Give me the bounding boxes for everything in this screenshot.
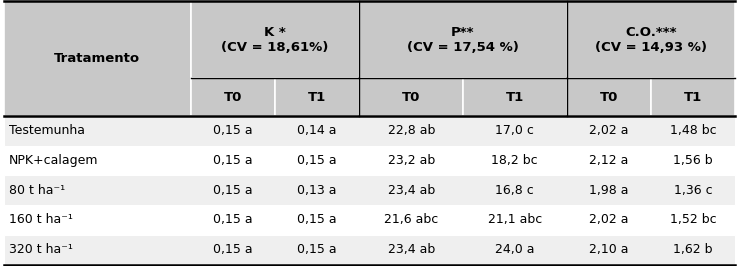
Text: 1,62 b: 1,62 b xyxy=(673,243,713,256)
Text: NPK+calagem: NPK+calagem xyxy=(9,154,98,167)
Text: P**
(CV = 17,54 %): P** (CV = 17,54 %) xyxy=(407,26,519,54)
Bar xyxy=(651,78,735,116)
Text: 0,13 a: 0,13 a xyxy=(298,184,337,197)
Text: 21,1 abc: 21,1 abc xyxy=(488,214,542,226)
Text: 23,4 ab: 23,4 ab xyxy=(387,243,435,256)
Text: 320 t ha⁻¹: 320 t ha⁻¹ xyxy=(9,243,72,256)
Text: T1: T1 xyxy=(308,91,327,103)
Text: 0,14 a: 0,14 a xyxy=(298,124,337,137)
Text: 1,52 bc: 1,52 bc xyxy=(670,214,716,226)
Text: 2,12 a: 2,12 a xyxy=(589,154,628,167)
Text: 2,02 a: 2,02 a xyxy=(589,214,628,226)
Bar xyxy=(567,78,651,116)
Text: 1,48 bc: 1,48 bc xyxy=(670,124,716,137)
Text: 18,2 bc: 18,2 bc xyxy=(491,154,538,167)
Text: 23,2 ab: 23,2 ab xyxy=(387,154,435,167)
Bar xyxy=(4,175,735,205)
Text: 0,15 a: 0,15 a xyxy=(297,243,337,256)
Text: 2,02 a: 2,02 a xyxy=(589,124,628,137)
Text: T0: T0 xyxy=(402,91,420,103)
Text: 0,15 a: 0,15 a xyxy=(297,154,337,167)
Text: 0,15 a: 0,15 a xyxy=(213,184,253,197)
Text: 1,98 a: 1,98 a xyxy=(589,184,628,197)
Text: T0: T0 xyxy=(224,91,242,103)
Text: 1,56 b: 1,56 b xyxy=(673,154,713,167)
Bar xyxy=(4,235,735,265)
Bar xyxy=(191,1,359,78)
Bar xyxy=(275,78,359,116)
Text: T1: T1 xyxy=(684,91,702,103)
Text: 17,0 c: 17,0 c xyxy=(495,124,534,137)
Text: 23,4 ab: 23,4 ab xyxy=(387,184,435,197)
Bar xyxy=(463,78,567,116)
Text: 22,8 ab: 22,8 ab xyxy=(387,124,435,137)
Text: T1: T1 xyxy=(505,91,524,103)
Bar xyxy=(4,116,735,146)
Bar xyxy=(4,1,191,116)
Text: 160 t ha⁻¹: 160 t ha⁻¹ xyxy=(9,214,72,226)
Text: 0,15 a: 0,15 a xyxy=(213,243,253,256)
Text: Tratamento: Tratamento xyxy=(54,52,140,65)
Text: 21,6 abc: 21,6 abc xyxy=(384,214,438,226)
Bar xyxy=(359,1,567,78)
Text: 24,0 a: 24,0 a xyxy=(495,243,534,256)
Text: 0,15 a: 0,15 a xyxy=(213,124,253,137)
Bar xyxy=(567,1,735,78)
Text: 1,36 c: 1,36 c xyxy=(674,184,712,197)
Bar xyxy=(359,78,463,116)
Text: 0,15 a: 0,15 a xyxy=(297,214,337,226)
Text: 80 t ha⁻¹: 80 t ha⁻¹ xyxy=(9,184,65,197)
Text: 0,15 a: 0,15 a xyxy=(213,154,253,167)
Text: 16,8 c: 16,8 c xyxy=(495,184,534,197)
Text: K *
(CV = 18,61%): K * (CV = 18,61%) xyxy=(222,26,329,54)
Text: 2,10 a: 2,10 a xyxy=(589,243,628,256)
Text: 0,15 a: 0,15 a xyxy=(213,214,253,226)
Text: T0: T0 xyxy=(599,91,618,103)
Text: Testemunha: Testemunha xyxy=(9,124,85,137)
Bar xyxy=(4,146,735,175)
Text: C.O.***
(CV = 14,93 %): C.O.*** (CV = 14,93 %) xyxy=(595,26,707,54)
Bar xyxy=(4,205,735,235)
Bar xyxy=(191,78,275,116)
